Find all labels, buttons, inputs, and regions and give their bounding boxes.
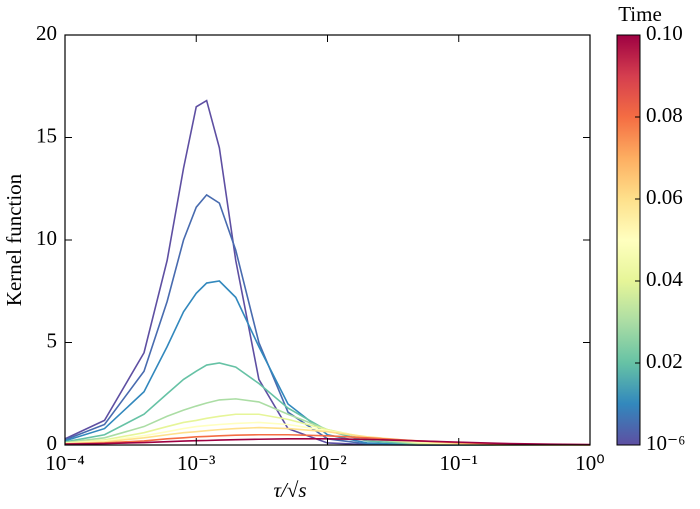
kernel-curve: [64, 280, 590, 446]
y-tick-label: 20: [36, 21, 57, 45]
colorbar-title: Time: [618, 2, 662, 26]
x-tick-label: 10⁻¹: [440, 451, 478, 475]
x-tick-label: 10⁻⁴: [45, 451, 84, 475]
colorbar: [616, 34, 641, 446]
colorbar-tick-label: 0.02: [646, 349, 683, 373]
kernel-curve: [64, 99, 590, 446]
colorbar-tick-label: 0.08: [646, 103, 683, 127]
x-tick-label: 10⁻³: [177, 451, 215, 475]
colorbar-tick-label: 10⁻⁶: [646, 431, 685, 455]
x-tick-label: 10⁻²: [308, 451, 346, 475]
y-tick-label: 10: [36, 226, 57, 250]
colorbar-tick-label: 0.10: [646, 21, 683, 45]
y-axis-label: Kernel function: [2, 173, 26, 306]
colorbar-tick-label: 0.06: [646, 185, 683, 209]
y-tick-label: 5: [47, 328, 58, 352]
kernel-curve: [64, 438, 591, 446]
kernel-curve: [64, 193, 590, 446]
y-tick-label: 15: [36, 123, 57, 147]
colorbar-tick-label: 0.04: [646, 267, 683, 291]
x-tick-label: 10⁰: [575, 451, 604, 475]
y-tick-label: 0: [47, 431, 58, 455]
plot-frame: [64, 34, 591, 446]
x-axis-label: τ/√s: [273, 478, 306, 502]
